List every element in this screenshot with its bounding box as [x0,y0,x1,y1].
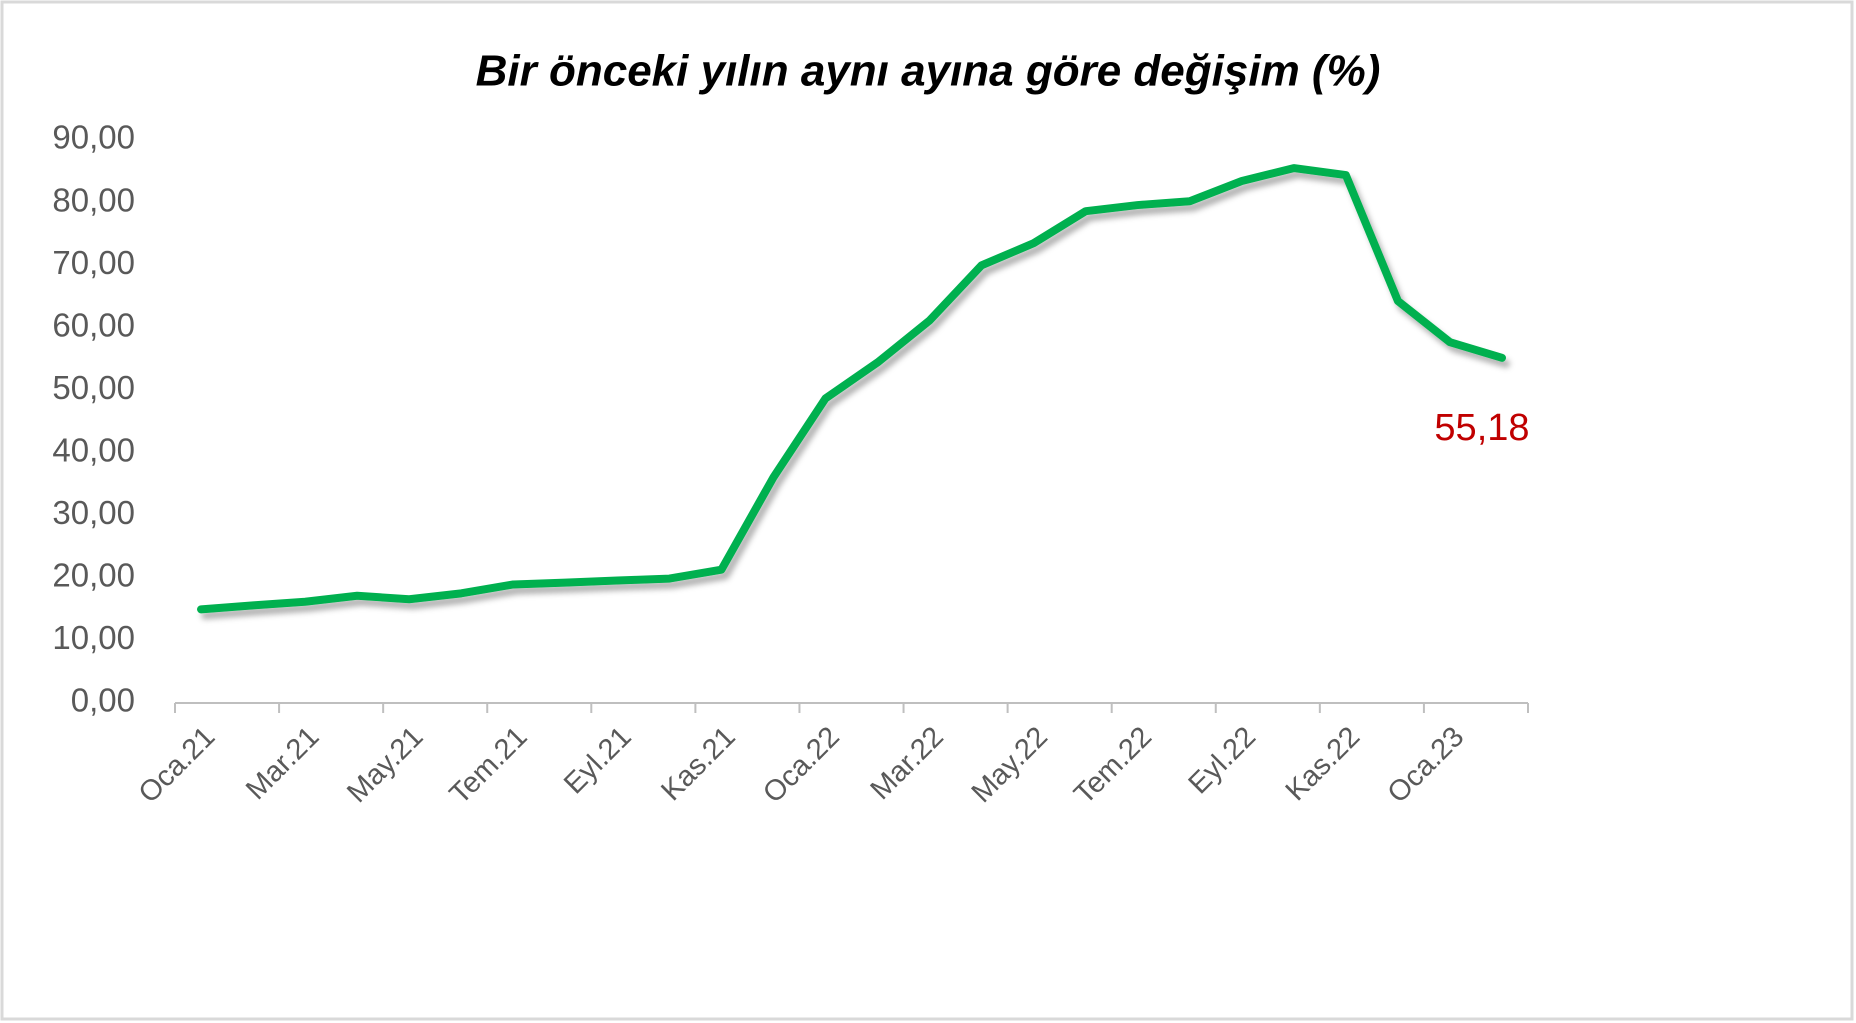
y-tick-label: 90,00 [52,119,135,156]
y-tick-label: 40,00 [52,431,135,468]
y-tick-label: 20,00 [52,557,135,594]
y-tick-label: 60,00 [52,306,135,343]
y-tick-label: 0,00 [71,682,135,719]
data-label: 55,18 [1434,407,1529,449]
y-tick-label: 10,00 [52,619,135,656]
chart-title: Bir önceki yılın aynı ayına göre değişim… [476,47,1381,96]
y-tick-label: 70,00 [52,244,135,281]
y-tick-label: 80,00 [52,181,135,218]
y-tick-label: 50,00 [52,369,135,406]
y-tick-label: 30,00 [52,494,135,531]
line-series [197,164,1506,614]
